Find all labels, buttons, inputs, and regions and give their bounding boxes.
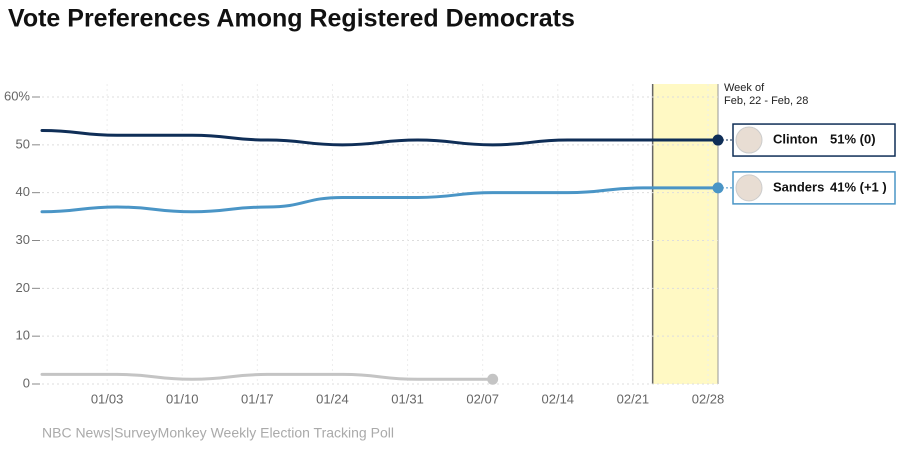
x-tick-label: 01/17 [241,391,274,406]
series-line [40,128,720,147]
highlight-label: Feb, 22 - Feb, 28 [724,95,808,107]
series-line [40,186,720,214]
series-line [40,372,495,381]
avatar [735,174,763,202]
x-tick-label: 02/21 [617,391,650,406]
y-tick-label: 10 [16,328,30,343]
value-label: 51% (0) [830,131,876,146]
source: NBC News|SurveyMonkey Weekly Election Tr… [42,425,394,441]
end-point [487,373,499,385]
y-tick-label: 60% [4,88,30,103]
value-label: 41% (+1 ) [830,179,887,194]
y-tick-label: 50 [16,136,30,151]
x-tick-label: 01/31 [391,391,424,406]
y-tick-label: 0 [23,375,30,390]
chart-title: Vote Preferences Among Registered Democr… [8,5,575,33]
x-tick-label: 02/28 [692,391,725,406]
x-tick-label: 01/10 [166,391,199,406]
y-tick-label: 40 [16,184,30,199]
y-tick-label: 30 [16,232,30,247]
avatar [735,126,763,154]
x-tick-label: 02/07 [466,391,499,406]
legend-label: Clinton [773,131,818,146]
legend-label: Sanders [773,179,824,194]
x-tick-label: 01/24 [316,391,349,406]
highlight-label: Week of [724,82,765,94]
highlight-band [652,84,718,384]
y-tick-label: 20 [16,280,30,295]
x-tick-label: 01/03 [91,391,124,406]
x-tick-label: 02/14 [542,391,575,406]
